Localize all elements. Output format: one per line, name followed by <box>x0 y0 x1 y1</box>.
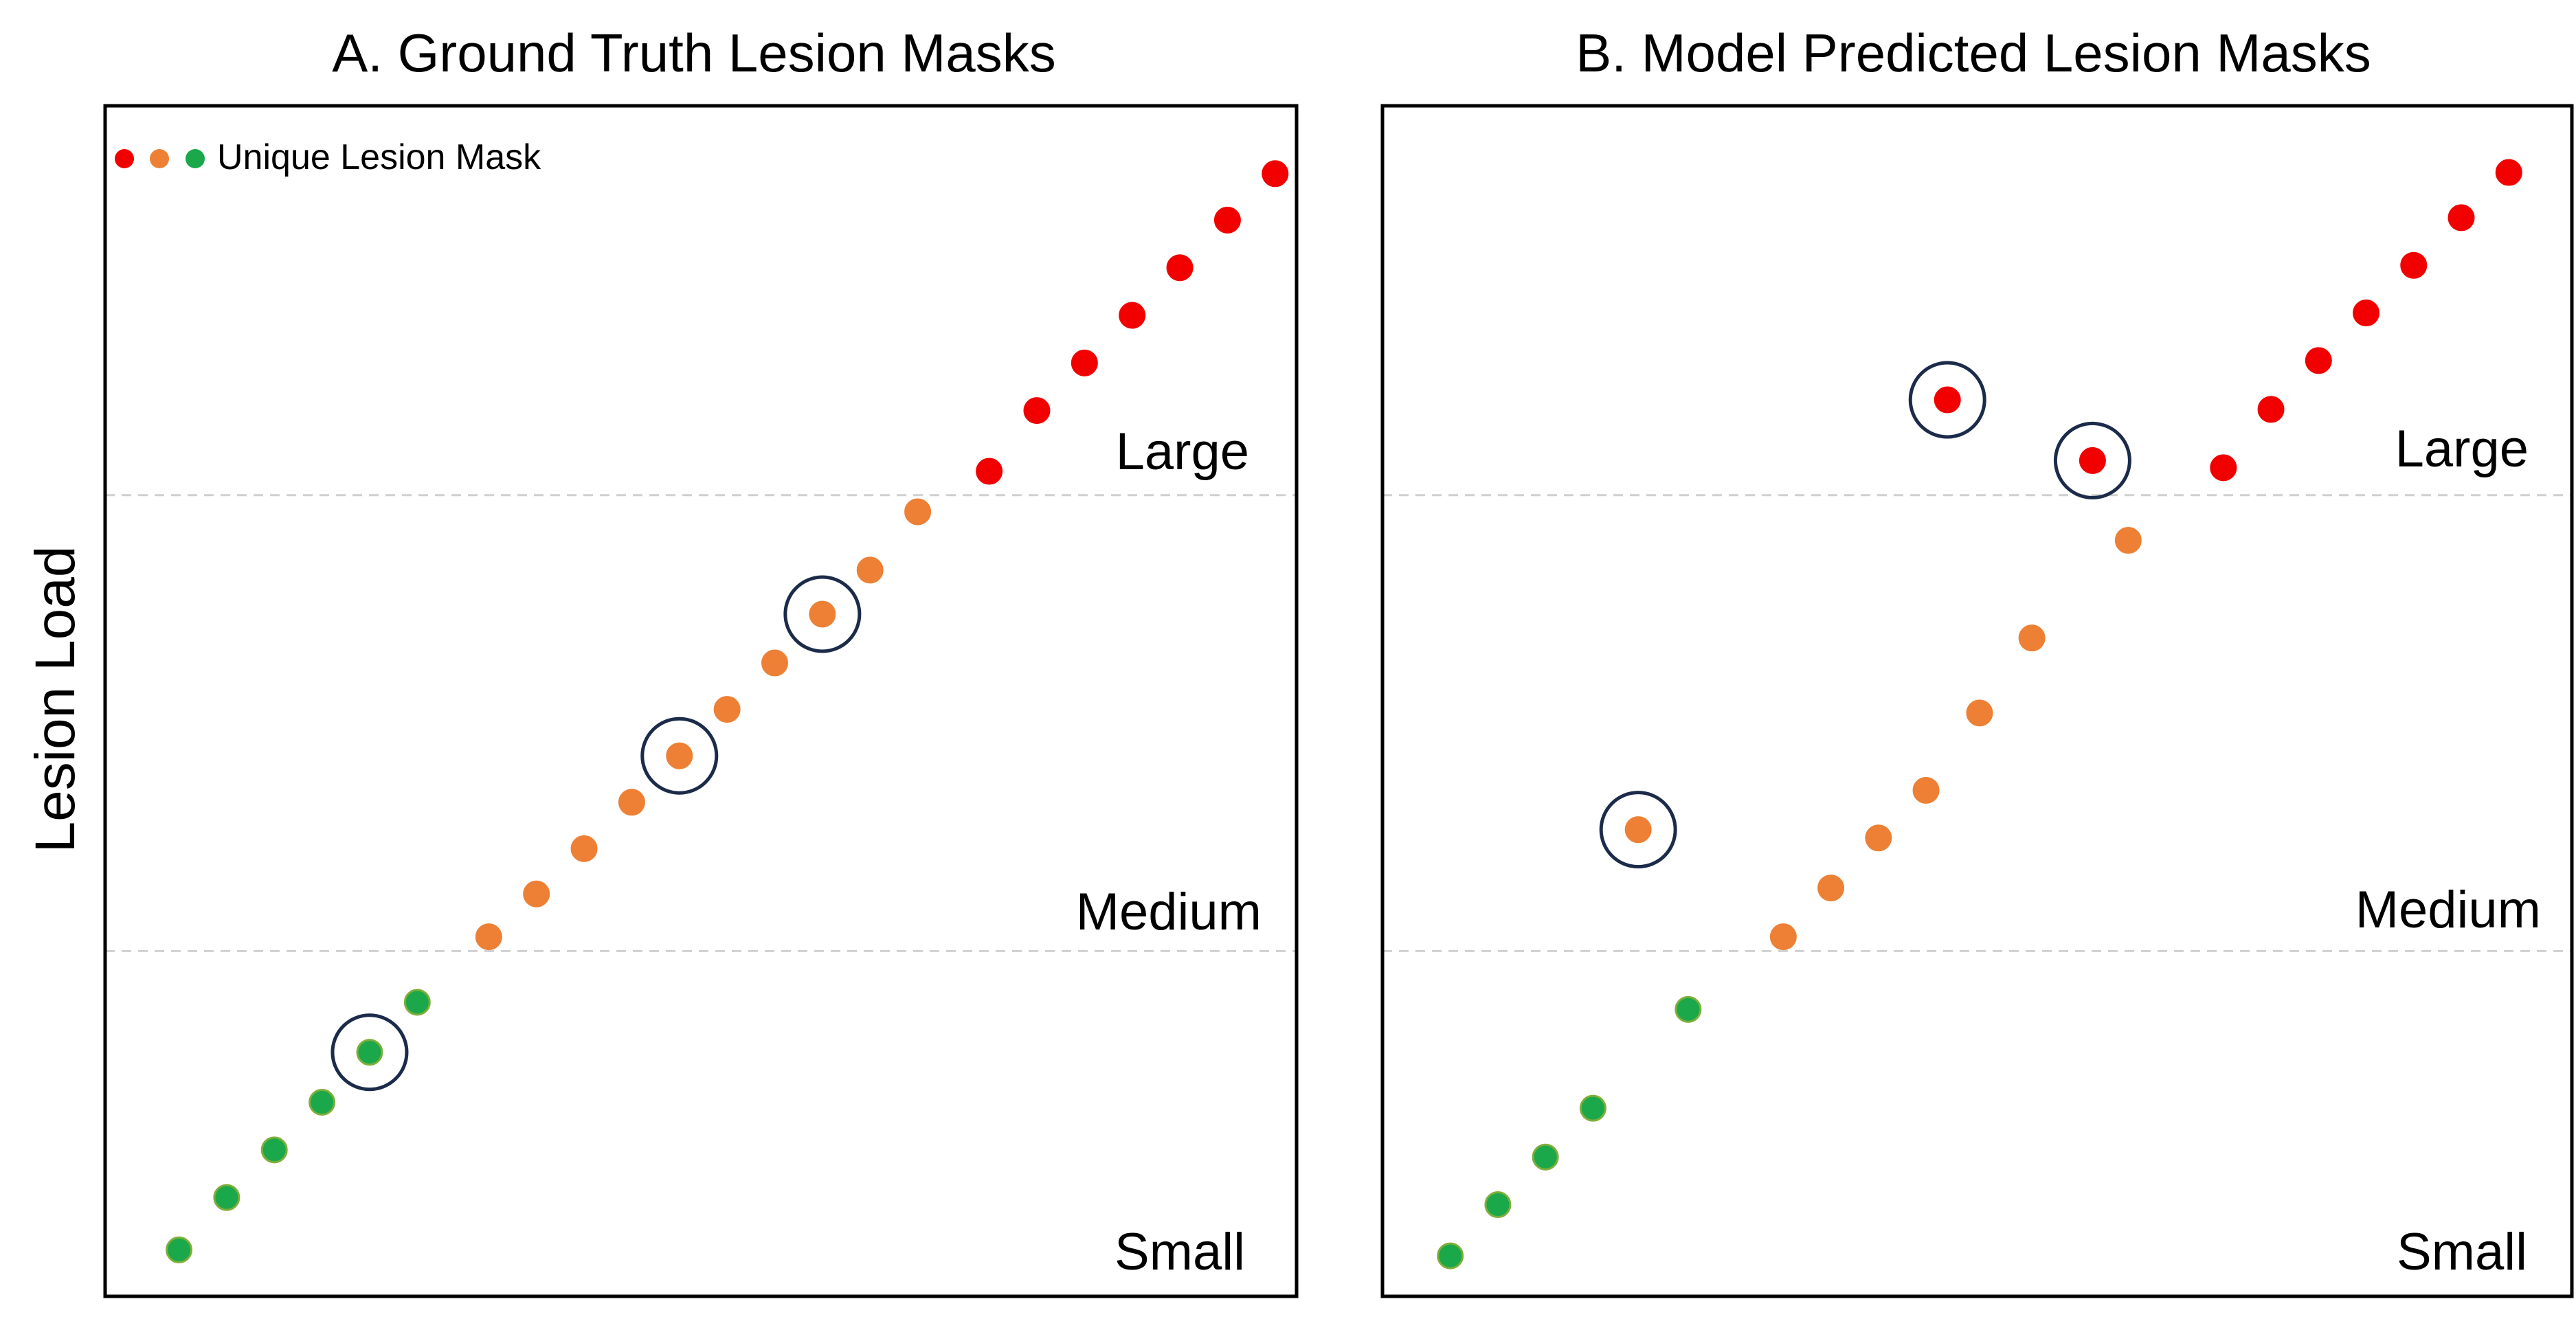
highlight-ring <box>331 1013 409 1092</box>
data-point-small <box>403 989 431 1016</box>
data-point-medium <box>570 835 598 862</box>
data-point-large <box>2448 204 2475 232</box>
data-point-medium <box>904 498 932 526</box>
panel-b-title: B. Model Predicted Lesion Masks <box>1576 23 2371 83</box>
y-axis-label: Lesion Load <box>24 546 87 853</box>
panel-b: B. Model Predicted Lesion Masks Large Me… <box>1380 23 2574 1298</box>
data-point-large <box>2353 300 2380 327</box>
data-point-medium <box>1817 875 1845 902</box>
legend-dot-green <box>186 149 205 168</box>
highlight-ring <box>1599 791 1677 869</box>
panel-a-frame <box>103 104 1299 1298</box>
data-point-small <box>1532 1143 1559 1171</box>
data-point-small <box>260 1136 288 1164</box>
data-point-large <box>976 458 1003 485</box>
panel-a-label-large: Large <box>1116 422 1249 481</box>
data-point-large <box>2210 454 2237 482</box>
data-point-medium <box>618 789 645 816</box>
panel-b-highlights <box>1599 361 2131 869</box>
panel-b-frame <box>1380 104 2574 1298</box>
data-point-medium <box>475 923 502 951</box>
data-point-small <box>1484 1191 1512 1219</box>
legend-dot-red <box>115 149 134 168</box>
data-point-large <box>2079 447 2106 474</box>
panel-b-label-large: Large <box>2395 420 2529 478</box>
panel-a-label-small: Small <box>1115 1223 1245 1281</box>
data-point-large <box>2400 251 2428 279</box>
panel-a: A. Ground Truth Lesion Masks Large Mediu… <box>103 23 1299 1298</box>
panel-b-thresholds <box>1382 494 2572 952</box>
data-point-large <box>1213 206 1241 234</box>
data-point-small <box>1675 995 1702 1023</box>
data-point-medium <box>1865 824 1892 852</box>
data-point-large <box>1119 302 1146 329</box>
data-point-small <box>309 1089 336 1116</box>
panel-b-label-small: Small <box>2397 1223 2527 1281</box>
data-point-small <box>1579 1094 1606 1122</box>
data-point-medium <box>523 880 550 907</box>
highlight-ring <box>640 717 719 795</box>
data-point-medium <box>1912 776 1940 804</box>
data-point-large <box>1262 160 1289 188</box>
panel-a-highlights <box>331 575 862 1092</box>
panel-a-title: A. Ground Truth Lesion Masks <box>332 23 1056 83</box>
data-point-medium <box>2018 624 2046 652</box>
data-point-small <box>166 1236 193 1263</box>
panel-b-category-labels: Large Medium Small <box>2355 420 2541 1281</box>
data-point-medium <box>1624 816 1652 844</box>
highlight-ring <box>783 575 862 653</box>
highlight-ring <box>2053 421 2131 499</box>
data-point-large <box>2305 347 2332 374</box>
data-point-medium <box>856 556 884 584</box>
data-point-small <box>213 1184 240 1211</box>
data-point-large <box>2495 159 2522 186</box>
data-point-small <box>1437 1242 1464 1270</box>
panel-a-legend: Unique Lesion Mask <box>115 137 541 177</box>
data-point-large <box>2257 396 2285 423</box>
panel-a-category-labels: Large Medium Small <box>1076 422 1262 1281</box>
data-point-large <box>1934 386 1961 414</box>
highlight-ring <box>1908 361 1986 439</box>
legend-dot-orange <box>150 149 169 168</box>
data-point-medium <box>1966 699 1993 727</box>
data-point-medium <box>809 600 836 628</box>
panel-a-points <box>166 160 1289 1263</box>
data-point-medium <box>1769 923 1797 951</box>
panel-b-points <box>1437 159 2522 1270</box>
legend-label: Unique Lesion Mask <box>217 137 541 177</box>
data-point-small <box>356 1039 383 1066</box>
panel-b-label-medium: Medium <box>2355 881 2541 939</box>
data-point-large <box>1166 254 1194 282</box>
data-point-medium <box>713 696 741 723</box>
panel-a-thresholds <box>105 494 1297 952</box>
panel-a-label-medium: Medium <box>1076 883 1262 941</box>
data-point-medium <box>2114 527 2142 554</box>
data-point-medium <box>761 649 789 677</box>
data-point-large <box>1071 349 1098 376</box>
data-point-large <box>1023 397 1051 425</box>
data-point-medium <box>666 742 693 769</box>
